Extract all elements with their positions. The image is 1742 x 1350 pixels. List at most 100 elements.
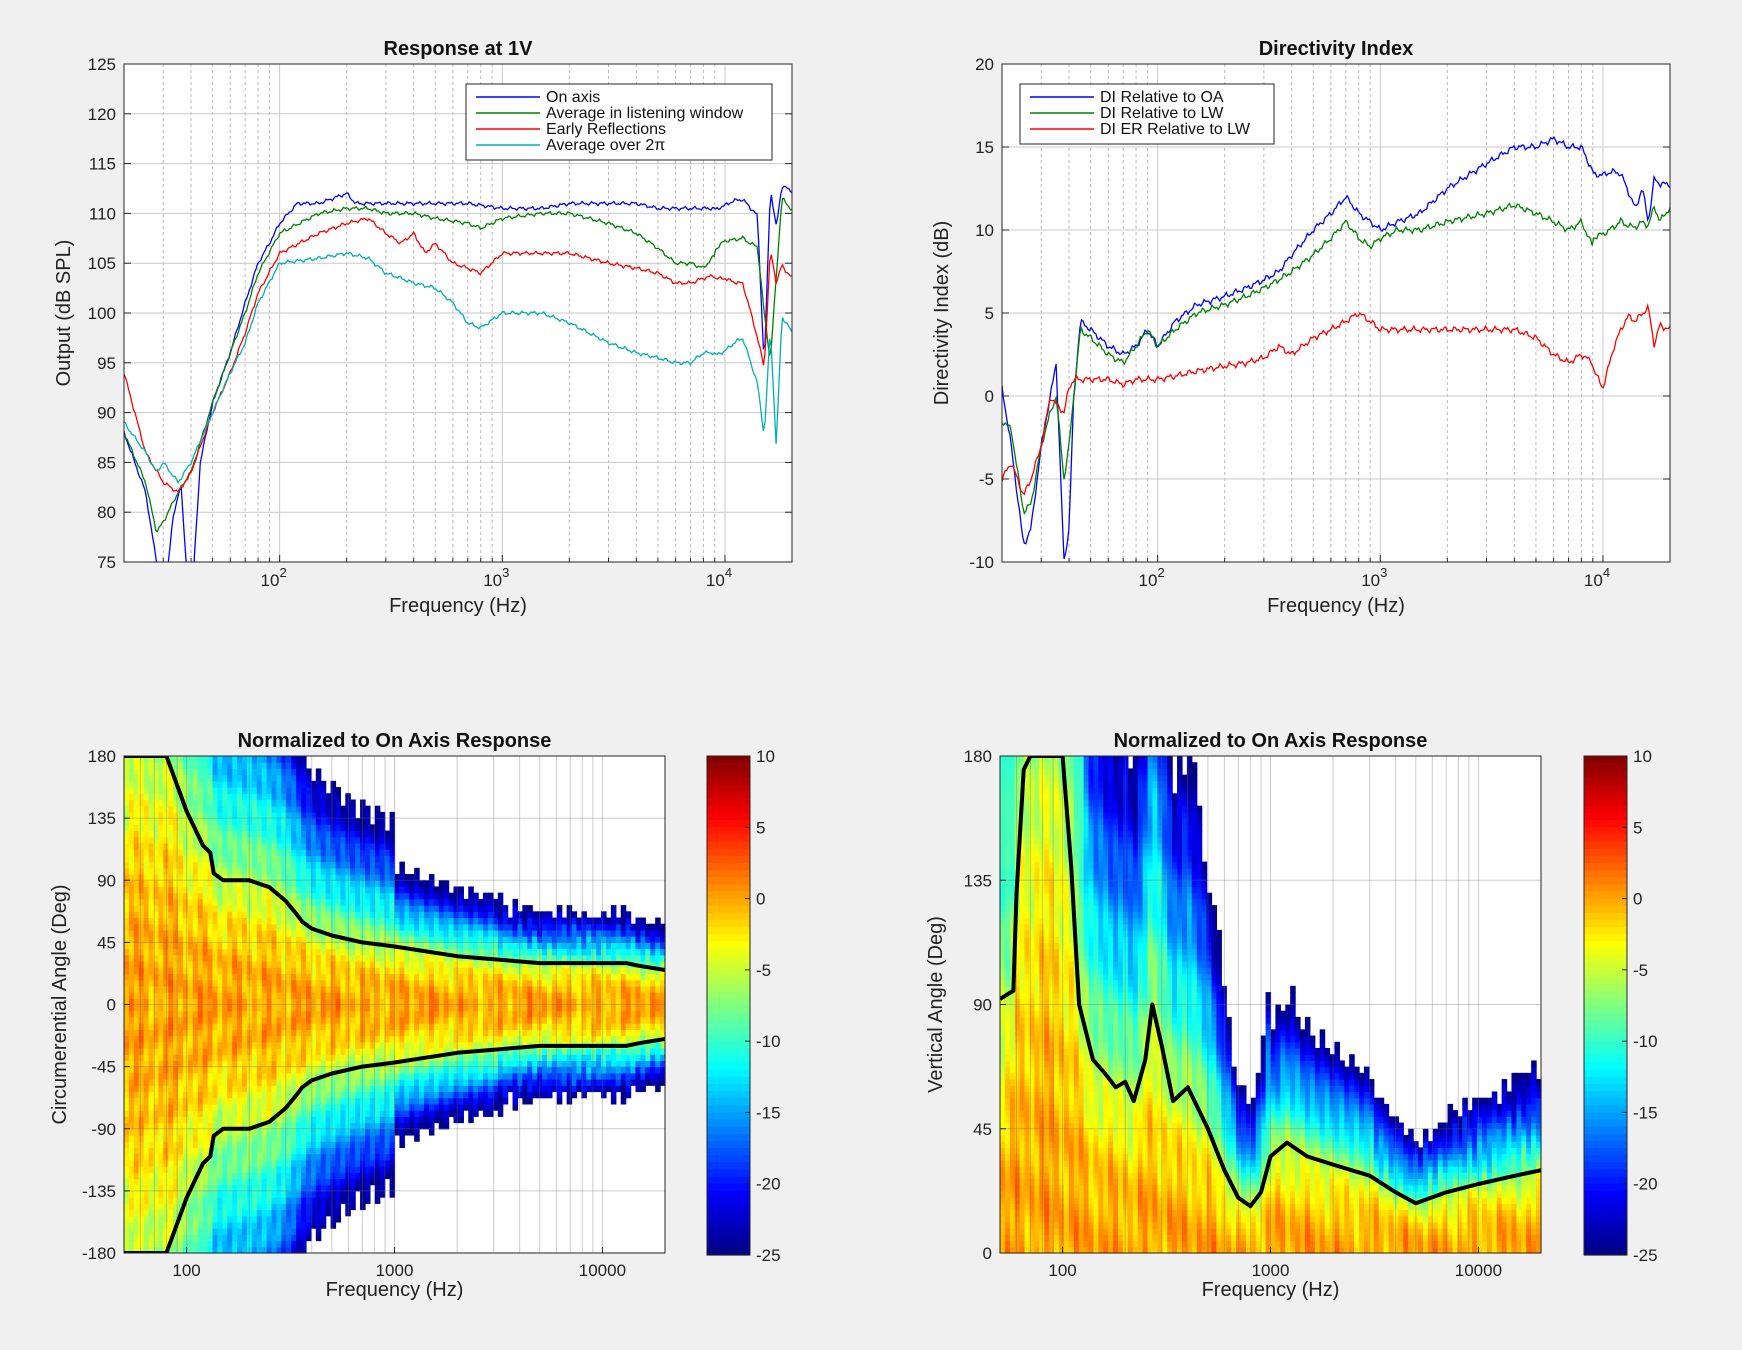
heatmap-cell bbox=[291, 1166, 297, 1173]
heatmap-cell bbox=[178, 1184, 184, 1192]
heatmap-cell bbox=[340, 961, 346, 968]
heatmap-cell bbox=[364, 898, 371, 906]
heatmap-cell bbox=[404, 1122, 410, 1130]
heatmap-cell bbox=[271, 756, 278, 763]
heatmap-cell bbox=[212, 1016, 219, 1024]
heatmap-cell bbox=[335, 973, 341, 981]
heatmap-cell bbox=[399, 923, 405, 931]
heatmap-cell bbox=[222, 855, 228, 863]
heatmap-cell bbox=[296, 1190, 302, 1198]
heatmap-cell bbox=[153, 849, 160, 856]
heatmap-cell bbox=[424, 961, 430, 968]
heatmap-cell bbox=[281, 1041, 287, 1049]
heatmap-cell bbox=[310, 1091, 317, 1099]
heatmap-cell bbox=[355, 1172, 361, 1180]
heatmap-cell bbox=[246, 1240, 253, 1248]
heatmap-cell bbox=[266, 836, 273, 844]
heatmap-cell bbox=[463, 1029, 469, 1037]
heatmap-cell bbox=[369, 886, 376, 894]
heatmap-cell bbox=[173, 1023, 179, 1030]
heatmap-cell bbox=[320, 911, 327, 919]
heatmap-cell bbox=[345, 818, 351, 825]
heatmap-cell bbox=[222, 1085, 228, 1093]
heatmap-cell bbox=[237, 948, 243, 956]
heatmap-cell bbox=[384, 1041, 391, 1049]
heatmap-cell bbox=[355, 861, 361, 869]
heatmap-cell bbox=[355, 1103, 361, 1111]
heatmap-cell bbox=[158, 1134, 164, 1142]
heatmap-cell bbox=[350, 942, 356, 950]
heatmap-cell bbox=[340, 1054, 346, 1062]
heatmap-cell bbox=[183, 1110, 189, 1117]
heatmap-cell bbox=[256, 762, 263, 770]
y-tick-label: 95 bbox=[97, 354, 116, 373]
heatmap-cell bbox=[330, 948, 337, 956]
heatmap-cell bbox=[369, 1122, 376, 1130]
heatmap-cell bbox=[369, 1103, 376, 1111]
heatmap-cell bbox=[360, 898, 366, 906]
heatmap-cell bbox=[301, 1153, 307, 1161]
heatmap-cell bbox=[463, 905, 469, 912]
heatmap-cell bbox=[143, 1110, 150, 1117]
heatmap-cell bbox=[227, 861, 233, 869]
heatmap-cell bbox=[320, 1190, 327, 1198]
heatmap-cell bbox=[301, 1209, 307, 1217]
heatmap-cell bbox=[158, 1079, 164, 1086]
heatmap-cell bbox=[138, 1016, 145, 1024]
heatmap-cell bbox=[310, 905, 317, 912]
heatmap-cell bbox=[463, 998, 469, 1006]
heatmap-cell bbox=[232, 874, 238, 881]
heatmap-cell bbox=[286, 836, 292, 844]
heatmap-cell bbox=[192, 1085, 199, 1093]
heatmap-cell bbox=[345, 880, 351, 888]
heatmap-cell bbox=[276, 1035, 282, 1043]
heatmap-cell bbox=[424, 1097, 430, 1105]
heatmap-cell bbox=[330, 905, 337, 912]
heatmap-cell bbox=[158, 942, 164, 950]
heatmap-cell bbox=[237, 1178, 243, 1186]
heatmap-cell bbox=[310, 842, 317, 850]
heatmap-cell bbox=[364, 923, 371, 931]
heatmap-cell bbox=[143, 1147, 150, 1155]
heatmap-cell bbox=[271, 992, 278, 999]
heatmap-cell bbox=[345, 824, 351, 832]
heatmap-cell bbox=[133, 1228, 140, 1235]
heatmap-cell bbox=[212, 1122, 219, 1130]
heatmap-cell bbox=[237, 898, 243, 906]
heatmap-cell bbox=[310, 1178, 317, 1186]
heatmap-cell bbox=[404, 1016, 410, 1024]
heatmap-cell bbox=[133, 1085, 140, 1093]
heatmap-cell bbox=[355, 1060, 361, 1068]
heatmap-cell bbox=[335, 1023, 341, 1030]
heatmap-cell bbox=[276, 1234, 282, 1242]
heatmap-cell bbox=[276, 1228, 282, 1235]
heatmap-cell bbox=[197, 948, 204, 956]
heatmap-cell bbox=[384, 1159, 391, 1167]
heatmap-cell bbox=[197, 942, 204, 950]
heatmap-cell bbox=[251, 1209, 258, 1217]
heatmap-cell bbox=[364, 992, 371, 999]
heatmap-cell bbox=[340, 1079, 346, 1086]
heatmap-cell bbox=[197, 849, 204, 856]
heatmap-cell bbox=[232, 880, 238, 888]
heatmap-cell bbox=[143, 1153, 150, 1161]
heatmap-cell bbox=[128, 1178, 135, 1186]
heatmap-cell bbox=[133, 818, 140, 825]
heatmap-cell bbox=[261, 1203, 268, 1211]
heatmap-cell bbox=[428, 1004, 435, 1012]
heatmap-cell bbox=[133, 874, 140, 881]
heatmap-cell bbox=[192, 1147, 199, 1155]
heatmap-cell bbox=[389, 961, 396, 968]
heatmap-cell bbox=[428, 973, 435, 981]
heatmap-cell bbox=[251, 805, 258, 813]
heatmap-cell bbox=[143, 824, 150, 832]
heatmap-cell bbox=[242, 1097, 248, 1105]
heatmap-cell bbox=[202, 1122, 209, 1130]
heatmap-cell bbox=[345, 911, 351, 919]
heatmap-cell bbox=[409, 1091, 415, 1099]
heatmap-cell bbox=[242, 1023, 248, 1030]
heatmap-cell bbox=[291, 1221, 297, 1229]
heatmap-cell bbox=[168, 855, 174, 863]
heatmap-cell bbox=[173, 1203, 179, 1211]
heatmap-cell bbox=[183, 954, 189, 962]
